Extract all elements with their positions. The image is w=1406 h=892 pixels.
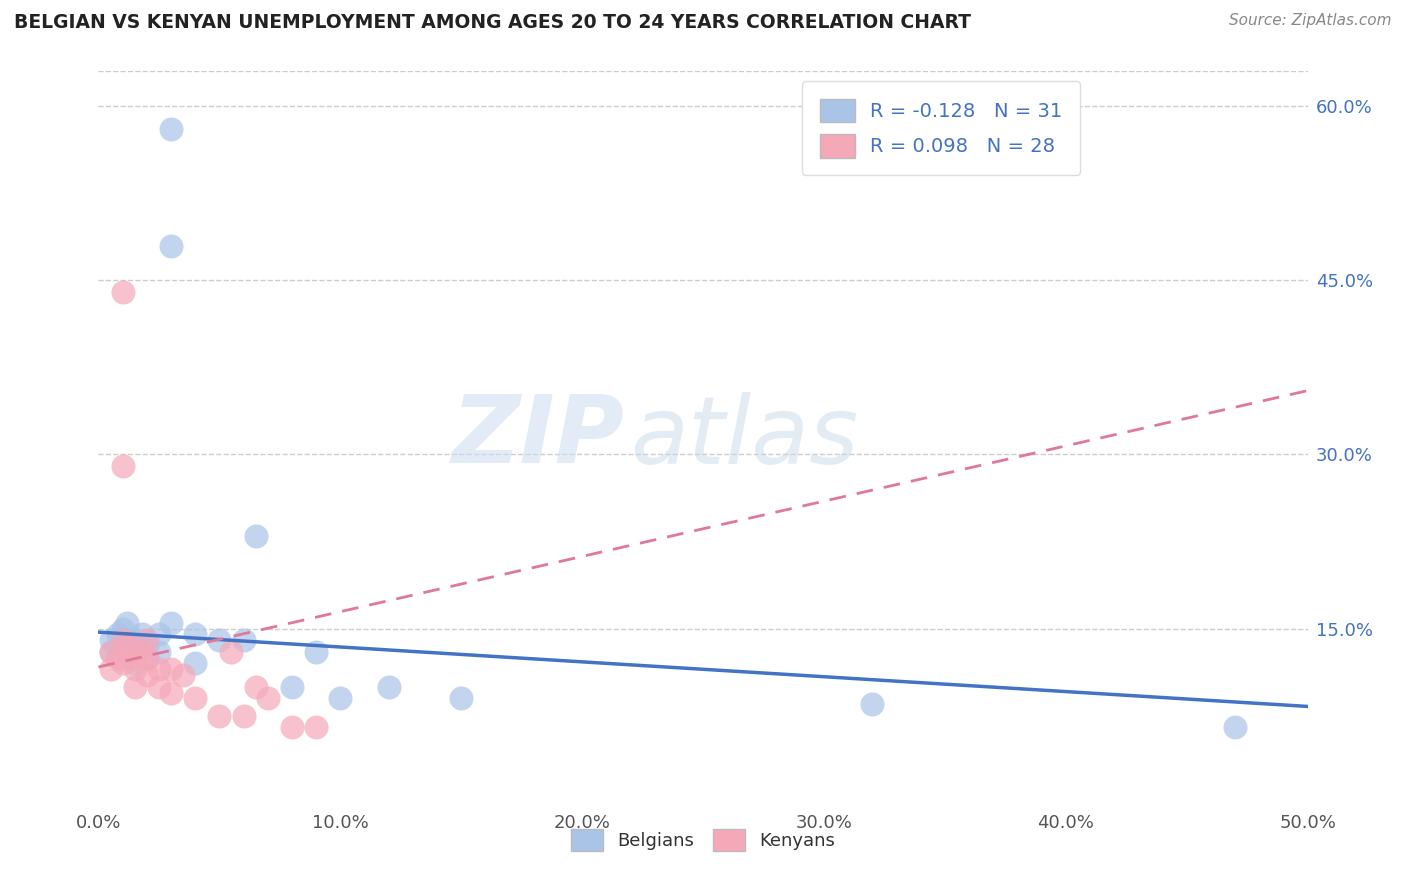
Point [100, 645, 122, 659]
Text: BELGIAN VS KENYAN UNEMPLOYMENT AMONG AGES 20 TO 24 YEARS CORRELATION CHART: BELGIAN VS KENYAN UNEMPLOYMENT AMONG AGE… [14, 13, 972, 32]
Point [124, 657, 146, 671]
Legend: Belgians, Kenyans: Belgians, Kenyans [561, 820, 845, 860]
Point [107, 627, 129, 641]
Point [111, 633, 134, 648]
Point [107, 645, 129, 659]
Point [221, 645, 243, 659]
Point [281, 720, 304, 734]
Point [124, 650, 146, 665]
Text: Source: ZipAtlas.com: Source: ZipAtlas.com [1229, 13, 1392, 29]
Point [148, 662, 170, 676]
Point [160, 238, 183, 252]
Point [160, 662, 183, 676]
Point [160, 685, 183, 699]
Point [100, 662, 122, 676]
Text: ZIP: ZIP [451, 391, 624, 483]
Point [256, 691, 278, 706]
Point [135, 639, 157, 653]
Point [860, 697, 883, 711]
Point [208, 708, 231, 723]
Point [131, 645, 153, 659]
Point [281, 680, 304, 694]
Point [184, 657, 207, 671]
Point [111, 622, 134, 636]
Point [111, 657, 134, 671]
Point [148, 627, 170, 641]
Point [172, 668, 194, 682]
Point [124, 680, 146, 694]
Point [148, 680, 170, 694]
Point [117, 615, 139, 630]
Point [131, 627, 153, 641]
Point [208, 633, 231, 648]
Point [135, 650, 157, 665]
Point [135, 650, 157, 665]
Point [377, 680, 399, 694]
Point [245, 529, 267, 543]
Point [329, 691, 352, 706]
Point [107, 650, 129, 665]
Point [232, 633, 254, 648]
Point [160, 122, 183, 136]
Point [450, 691, 472, 706]
Point [184, 627, 207, 641]
Point [135, 668, 157, 682]
Text: atlas: atlas [630, 392, 859, 483]
Point [124, 662, 146, 676]
Point [245, 680, 267, 694]
Point [100, 645, 122, 659]
Point [100, 633, 122, 648]
Point [111, 459, 134, 474]
Point [135, 633, 157, 648]
Point [160, 615, 183, 630]
Point [124, 633, 146, 648]
Point [305, 720, 328, 734]
Point [111, 633, 134, 648]
Point [148, 645, 170, 659]
Point [1223, 720, 1246, 734]
Point [305, 645, 328, 659]
Point [124, 639, 146, 653]
Point [111, 645, 134, 659]
Point [232, 708, 254, 723]
Point [184, 691, 207, 706]
Point [111, 285, 134, 299]
Point [117, 639, 139, 653]
